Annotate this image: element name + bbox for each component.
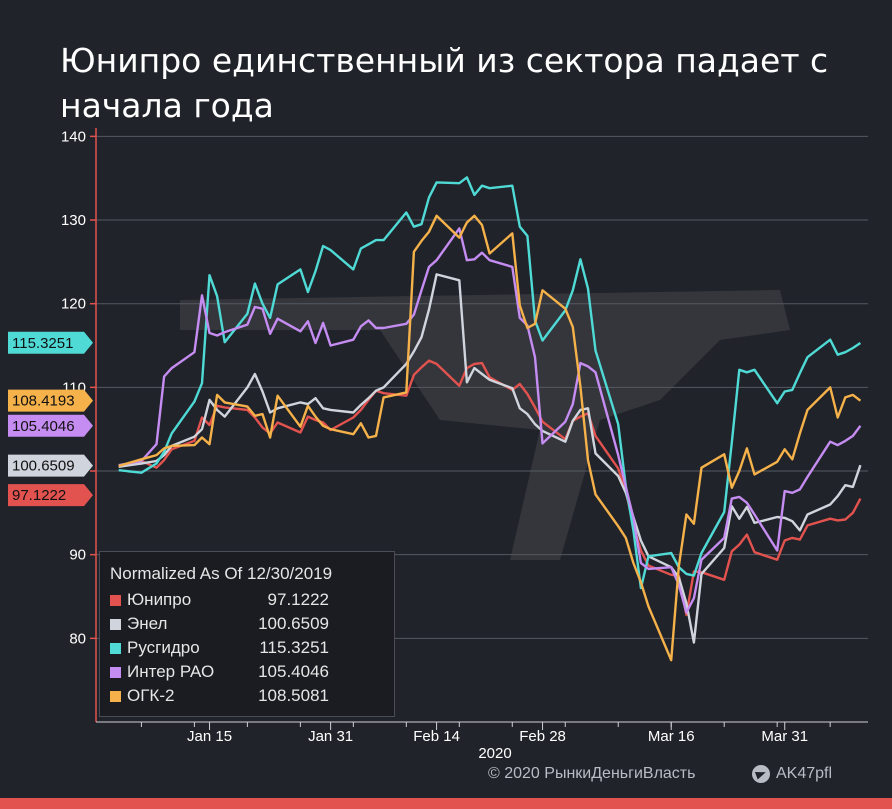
legend-item: ОГК-2 108.5081 <box>110 684 384 708</box>
legend-item: Юнипро 97.1222 <box>110 588 384 612</box>
value-tags: 115.3251 108.4193 105.4046 100.6509 97.1222 <box>8 331 93 507</box>
x-tick-label: Mar 16 <box>648 728 695 745</box>
value-tag-label: 97.1222 <box>12 487 66 504</box>
legend-series-name: Интер РАО <box>127 662 215 681</box>
series-line-4 <box>118 227 862 614</box>
y-axis-ticks: 8090100110120130140 <box>61 128 96 647</box>
series-line-3 <box>118 176 862 590</box>
bottom-accent-bar <box>0 798 892 809</box>
legend-swatch <box>110 594 121 606</box>
value-tag-shape <box>8 331 93 354</box>
legend-item: Интер РАО 105.4046 <box>110 660 384 684</box>
series-lines <box>118 176 862 662</box>
value-tag-shape <box>8 414 93 437</box>
x-tick-label: Feb 14 <box>413 728 460 745</box>
value-tag-label: 100.6509 <box>12 458 75 475</box>
y-tick-label-90: 90 <box>69 547 86 564</box>
series-line-5 <box>118 214 862 662</box>
legend-series-value: 105.4046 <box>258 662 329 681</box>
telegram-handle: AK47pfl <box>776 765 833 782</box>
value-tag-label: 108.4193 <box>12 393 75 410</box>
legend-series-name: ОГК-2 <box>127 686 175 705</box>
legend-item: Русгидро 115.3251 <box>110 636 384 660</box>
legend-series-name: Юнипро <box>127 590 192 609</box>
legend-series-value: 97.1222 <box>267 590 329 609</box>
copyright-text: © 2020 РынкиДеньгиВласть <box>488 765 696 782</box>
value-tag-1: 115.3251 <box>8 331 93 354</box>
value-tag-2: 108.4193 <box>8 389 93 412</box>
legend-rows: Юнипро 97.1222 Энел 100.6509 Русгидро 115.325… <box>110 588 384 708</box>
axes <box>95 128 868 723</box>
value-tag-shape <box>8 389 93 412</box>
value-tag-label: 115.3251 <box>12 335 73 352</box>
telegram-link[interactable]: AK47pfl <box>752 765 832 783</box>
legend-series-value: 115.3251 <box>259 638 329 657</box>
value-tag-label: 105.4046 <box>12 418 75 435</box>
legend: Normalized As Of 12/30/2019 Юнипро 97.122… <box>99 551 395 717</box>
telegram-icon <box>752 765 770 783</box>
legend-swatch <box>110 690 121 702</box>
grid-lines <box>96 135 868 639</box>
series-line-2 <box>118 273 862 644</box>
y-tick-label-120: 120 <box>61 296 86 313</box>
x-tick-label: Jan 15 <box>187 728 232 745</box>
legend-series-name: Русгидро <box>127 638 200 657</box>
legend-swatch <box>110 666 121 678</box>
value-tag-4: 100.6509 <box>8 454 93 477</box>
value-tag-shape <box>8 484 93 507</box>
value-tag-3: 105.4046 <box>8 414 93 437</box>
y-tick-label-140: 140 <box>61 128 86 145</box>
value-tag-5: 97.1222 <box>8 484 93 507</box>
legend-series-name: Энел <box>127 614 168 633</box>
x-axis-label: 2020 <box>478 745 511 762</box>
y-tick-label-80: 80 <box>69 630 86 647</box>
chart-title: Юнипро единственный из сектора падает с … <box>60 41 829 125</box>
value-tag-shape <box>8 454 93 477</box>
x-tick-label: Mar 31 <box>761 728 808 745</box>
legend-series-value: 108.5081 <box>258 686 329 705</box>
legend-swatch <box>110 642 121 654</box>
x-axis-ticks: Jan 15 Jan 31 Feb 14 Feb 28 Mar 16 Mar 31 <box>140 722 831 745</box>
x-tick-label: Feb 28 <box>519 728 566 745</box>
y-tick-label-130: 130 <box>61 212 86 229</box>
legend-swatch <box>110 618 121 630</box>
x-tick-label: Jan 31 <box>308 728 353 745</box>
legend-item: Энел 100.6509 <box>110 612 384 636</box>
watermark-logo <box>180 290 790 560</box>
legend-title: Normalized As Of 12/30/2019 <box>110 564 333 583</box>
legend-series-value: 100.6509 <box>258 614 329 633</box>
